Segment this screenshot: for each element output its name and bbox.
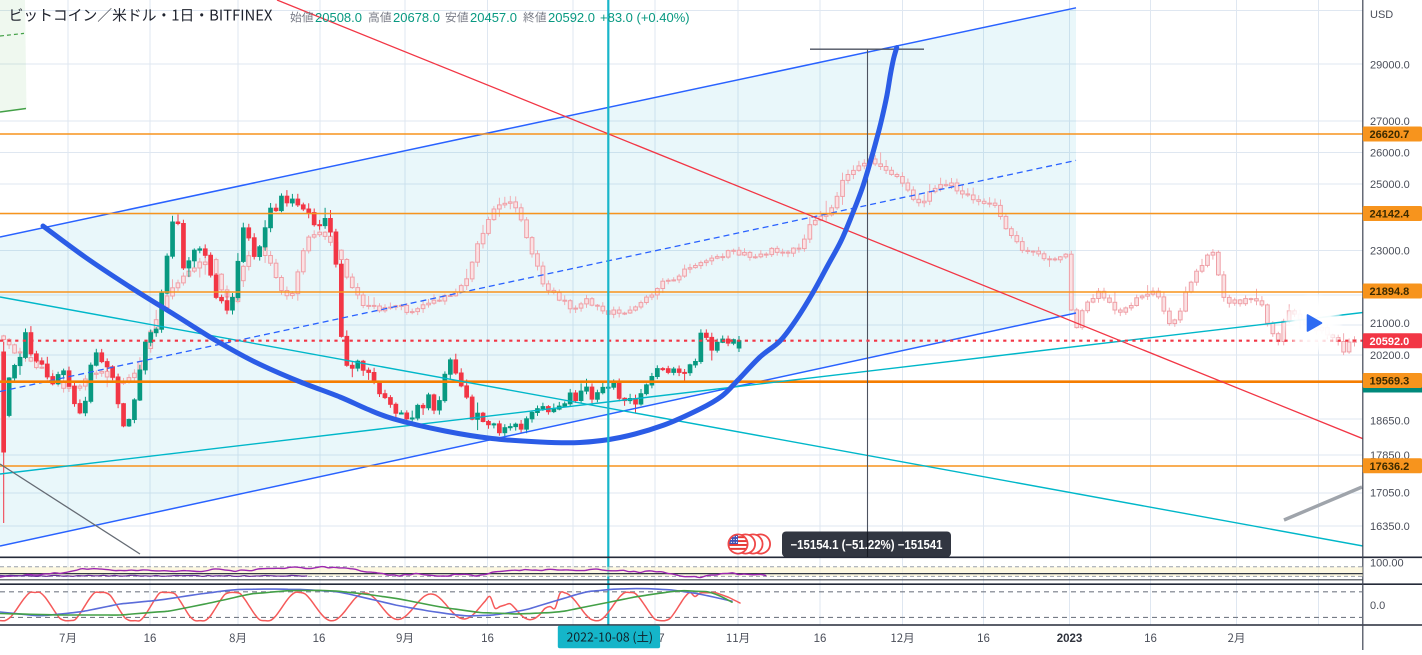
svg-text:24142.4: 24142.4 (1370, 209, 1411, 221)
svg-text:23000.0: 23000.0 (1370, 246, 1410, 258)
svg-text:26000.0: 26000.0 (1370, 148, 1410, 160)
svg-text:20200.0: 20200.0 (1370, 350, 1410, 362)
svg-text:USD: USD (1370, 9, 1393, 21)
svg-text:16: 16 (1144, 633, 1157, 645)
svg-text:20457.0: 20457.0 (470, 10, 517, 25)
svg-text:16: 16 (481, 633, 494, 645)
svg-text:27000.0: 27000.0 (1370, 116, 1410, 128)
svg-text:21894.8: 21894.8 (1370, 286, 1410, 298)
svg-text:20592.0: 20592.0 (548, 10, 595, 25)
svg-text:2023: 2023 (1057, 633, 1083, 645)
svg-text:26620.7: 26620.7 (1370, 129, 1410, 141)
svg-text:21000.0: 21000.0 (1370, 318, 1410, 330)
svg-text:17050.0: 17050.0 (1370, 488, 1410, 500)
svg-text:17636.2: 17636.2 (1370, 461, 1410, 473)
svg-text:+83.0 (+0.40%): +83.0 (+0.40%) (600, 10, 690, 25)
svg-text:100.00: 100.00 (1370, 558, 1404, 570)
svg-text:16: 16 (313, 633, 326, 645)
svg-text:20678.0: 20678.0 (393, 10, 440, 25)
svg-text:0.0: 0.0 (1370, 600, 1385, 612)
svg-text:25000.0: 25000.0 (1370, 179, 1410, 191)
svg-text:29000.0: 29000.0 (1370, 60, 1410, 72)
svg-text:7: 7 (658, 633, 664, 645)
svg-text:16: 16 (977, 633, 990, 645)
svg-text:−15154.1 (−51.22%) −151541: −15154.1 (−51.22%) −151541 (791, 538, 943, 552)
svg-text:18650.0: 18650.0 (1370, 416, 1410, 428)
svg-text:20508.0: 20508.0 (315, 10, 362, 25)
svg-text:20592.0: 20592.0 (1370, 336, 1410, 348)
svg-text:16350.0: 16350.0 (1370, 521, 1410, 533)
svg-text:19569.3: 19569.3 (1370, 376, 1410, 388)
svg-text:16: 16 (144, 633, 157, 645)
svg-text:16: 16 (814, 633, 827, 645)
